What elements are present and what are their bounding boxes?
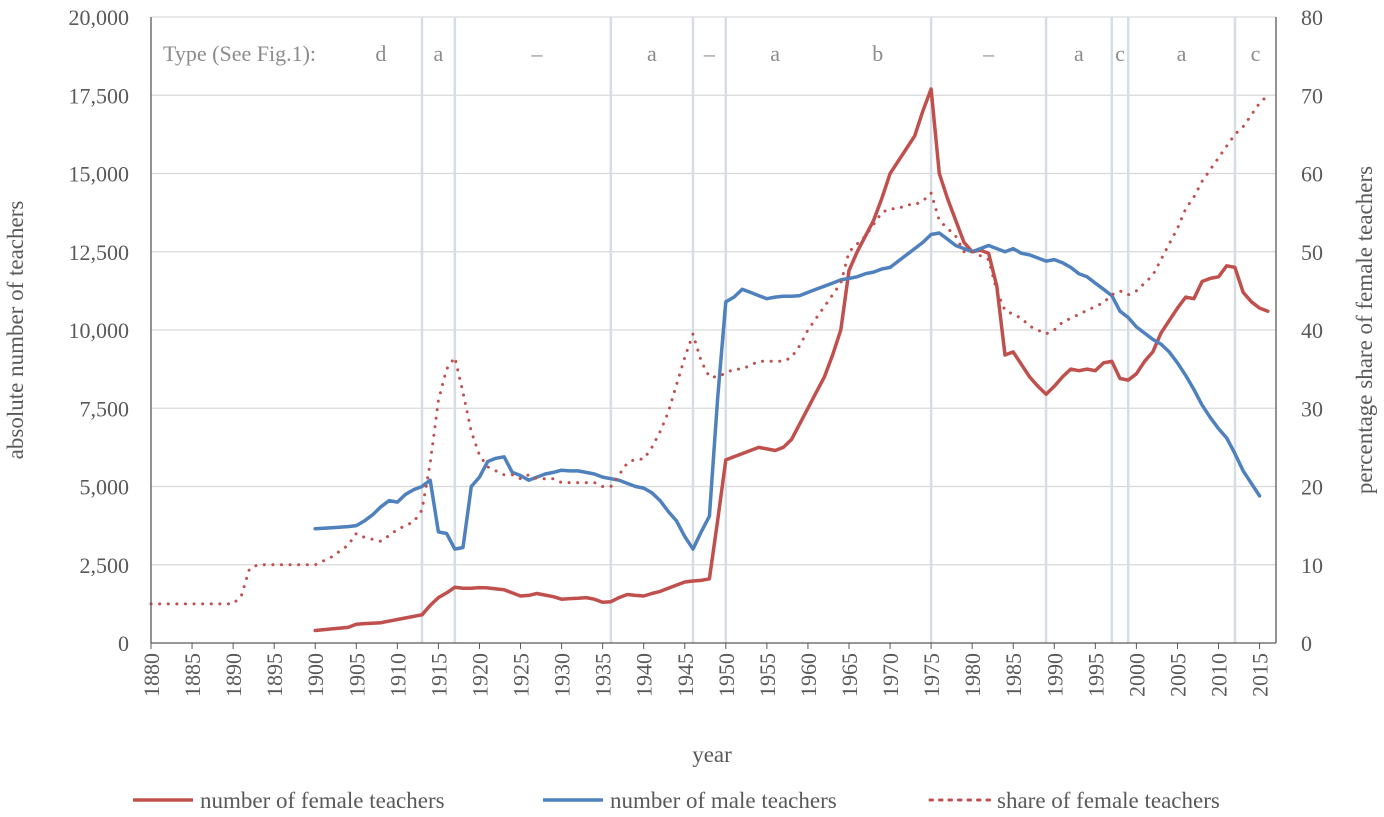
x-tick-label: 1880 <box>139 653 164 697</box>
period-label: – <box>982 41 995 66</box>
y-left-tick-label: 7,500 <box>80 396 130 421</box>
y-right-tick-label: 40 <box>1301 318 1323 343</box>
legend-label-share: share of female teachers <box>997 788 1220 813</box>
y-right-tick-label: 0 <box>1301 631 1312 656</box>
x-tick-label: 2005 <box>1165 653 1190 697</box>
x-tick-label: 1900 <box>303 653 328 697</box>
x-tick-label: 1920 <box>467 653 492 697</box>
period-label: c <box>1251 41 1261 66</box>
x-tick-label: 1915 <box>426 653 451 697</box>
y-left-tick-label: 2,500 <box>80 553 130 578</box>
x-tick-label: 1955 <box>755 653 780 697</box>
x-tick-label: 1945 <box>673 653 698 697</box>
axes <box>150 17 1277 649</box>
x-tick-label: 1975 <box>919 653 944 697</box>
y-left-tick-label: 20,000 <box>69 5 130 30</box>
x-tick-label: 1905 <box>344 653 369 697</box>
legend-label-male: number of male teachers <box>610 788 837 813</box>
type-labels: Type (See Fig.1): d a – a – a b – a c a c <box>163 41 1261 66</box>
x-tick-label: 1960 <box>796 653 821 697</box>
x-tick-label: 1910 <box>385 653 410 697</box>
x-tick-label: 1950 <box>714 653 739 697</box>
gridlines <box>151 16 1276 566</box>
legend-label-female: number of female teachers <box>200 788 445 813</box>
y-left-tick-label: 10,000 <box>69 318 130 343</box>
y-left-tick-label: 17,500 <box>69 83 130 108</box>
series-share-line <box>149 93 1270 606</box>
legend-item-share: share of female teachers <box>928 788 1220 813</box>
x-tick-label: 1985 <box>1001 653 1026 697</box>
y-right-tick-label: 50 <box>1301 240 1323 265</box>
y-left-tick-label: 5,000 <box>80 475 130 500</box>
x-tick-label: 1935 <box>591 653 616 697</box>
y-right-tick-label: 10 <box>1301 553 1323 578</box>
x-tick-label: 1885 <box>180 653 205 697</box>
x-tick-label: 2000 <box>1124 653 1149 697</box>
series-lines <box>149 87 1270 633</box>
y-right-tick-label: 60 <box>1301 162 1323 187</box>
x-tick-label: 1930 <box>550 653 575 697</box>
x-tick-label: 1995 <box>1083 653 1108 697</box>
legend-item-male: number of male teachers <box>543 788 837 813</box>
period-label: c <box>1115 41 1125 66</box>
x-tick-label: 1895 <box>262 653 287 697</box>
type-caption: Type (See Fig.1): <box>163 41 316 66</box>
period-dividers <box>420 17 1237 643</box>
period-label: a <box>1177 41 1187 66</box>
x-tick-label: 1970 <box>878 653 903 697</box>
x-tick-label: 1990 <box>1042 653 1067 697</box>
y-axis-left-title: absolute number of teachers <box>3 201 28 460</box>
x-tick-label: 1940 <box>632 653 657 697</box>
period-label: – <box>703 41 716 66</box>
x-tick-label: 1925 <box>509 653 534 697</box>
period-label: d <box>375 41 386 66</box>
x-tick-label: 1980 <box>960 653 985 697</box>
series-male-line <box>313 231 1262 551</box>
legend-item-female: number of female teachers <box>133 788 445 813</box>
y-left-tick-label: 15,000 <box>69 162 130 187</box>
tick-labels: 0 2,500 5,000 7,500 10,000 12,500 15,000 17,500… <box>69 5 1324 697</box>
y-right-tick-label: 20 <box>1301 475 1323 500</box>
x-axis-title: year <box>692 742 732 767</box>
y-right-tick-label: 80 <box>1301 5 1323 30</box>
period-label: – <box>530 41 543 66</box>
y-right-tick-label: 70 <box>1301 83 1323 108</box>
x-tick-label: 2010 <box>1207 653 1232 697</box>
series-female-line <box>313 87 1270 633</box>
period-label: a <box>1074 41 1084 66</box>
y-axis-right-title: percentage share of female teachers <box>1352 166 1377 494</box>
period-label: a <box>647 41 657 66</box>
x-tick-label: 2015 <box>1248 653 1273 697</box>
y-left-tick-label: 12,500 <box>69 240 130 265</box>
period-label: a <box>770 41 780 66</box>
x-tick-label: 1890 <box>221 653 246 697</box>
y-left-tick-label: 0 <box>118 631 129 656</box>
y-right-tick-label: 30 <box>1301 396 1323 421</box>
period-label: a <box>434 41 444 66</box>
period-label: b <box>872 41 883 66</box>
x-tick-label: 1965 <box>837 653 862 697</box>
legend: number of female teachers number of male… <box>133 788 1220 813</box>
